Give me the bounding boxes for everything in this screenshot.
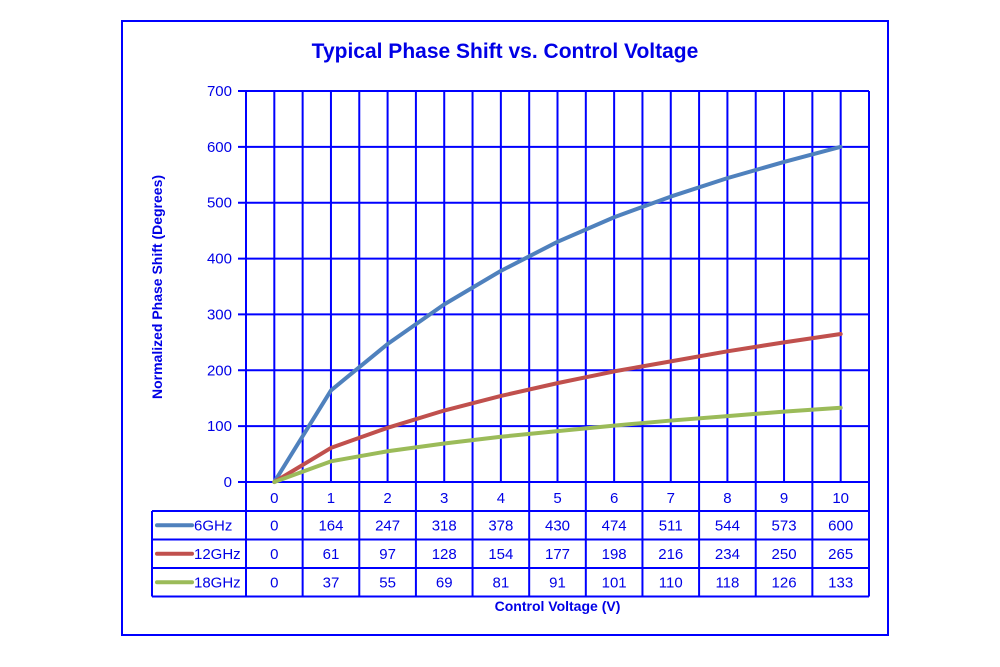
table-cell: 126 [772, 574, 797, 591]
table-cell: 511 [659, 517, 683, 534]
x-tick-label: 3 [440, 490, 448, 507]
table-cell: 61 [323, 546, 340, 563]
x-tick-label: 6 [610, 490, 618, 507]
table-cell: 0 [270, 517, 278, 534]
table-cell: 164 [318, 517, 343, 534]
x-axis-label: Control Voltage (V) [494, 598, 621, 614]
y-tick-label: 600 [207, 139, 232, 156]
table-cell: 91 [549, 574, 566, 591]
x-tick-label: 9 [780, 490, 788, 507]
table-cell: 69 [436, 574, 453, 591]
y-tick-label: 200 [207, 362, 232, 379]
series-line-6GHz [272, 144, 843, 484]
x-tick-label: 1 [327, 490, 335, 507]
x-tick-label: 8 [723, 490, 731, 507]
table-cell: 265 [828, 546, 853, 563]
legend-label: 18GHz [194, 574, 241, 591]
table-cell: 37 [323, 574, 340, 591]
table-cell: 0 [270, 574, 278, 591]
table-cell: 101 [602, 574, 627, 591]
x-tick-label: 5 [553, 490, 561, 507]
table-cell: 128 [432, 546, 457, 563]
table-cell: 81 [493, 574, 510, 591]
y-tick-label: 700 [207, 83, 232, 100]
table-cell: 573 [772, 517, 797, 534]
gridlines [238, 90, 870, 483]
y-tick-label: 0 [224, 474, 232, 491]
table-cell: 154 [488, 546, 513, 563]
series-lines [272, 144, 843, 484]
table-cell: 247 [375, 517, 400, 534]
y-tick-label: 100 [207, 418, 232, 435]
x-tick-label: 7 [667, 490, 675, 507]
table-cell: 118 [715, 574, 739, 591]
table-cell: 600 [828, 517, 853, 534]
y-axis-ticks: 0 100 200 300 400 500 600 700 [207, 83, 232, 491]
table-cell: 0 [270, 546, 278, 563]
table-cell: 250 [772, 546, 797, 563]
series-line-12GHz [272, 331, 843, 484]
y-tick-label: 400 [207, 251, 232, 268]
table-cell: 55 [379, 574, 396, 591]
x-tick-label: 10 [832, 490, 849, 507]
legend-label: 6GHz [194, 517, 232, 534]
x-tick-label: 4 [497, 490, 505, 507]
table-cell: 216 [658, 546, 683, 563]
table-cell: 177 [545, 546, 570, 563]
y-tick-label: 500 [207, 195, 232, 212]
x-tick-label: 0 [270, 490, 278, 507]
table-cell: 474 [602, 517, 627, 534]
y-tick-label: 300 [207, 306, 232, 323]
chart-frame [121, 20, 889, 636]
table-cell: 378 [488, 517, 513, 534]
table-cell: 544 [715, 517, 740, 534]
table-cell: 318 [432, 517, 457, 534]
table-cell: 430 [545, 517, 570, 534]
table-cell: 110 [659, 574, 683, 591]
x-tick-label: 2 [383, 490, 391, 507]
series-line-18GHz [272, 405, 843, 484]
table-cell: 133 [828, 574, 853, 591]
chart-title: Typical Phase Shift vs. Control Voltage [311, 40, 699, 63]
table-cell: 97 [379, 546, 396, 563]
table-cell: 198 [602, 546, 627, 563]
table-cell: 234 [715, 546, 740, 563]
legend-label: 12GHz [194, 546, 241, 563]
